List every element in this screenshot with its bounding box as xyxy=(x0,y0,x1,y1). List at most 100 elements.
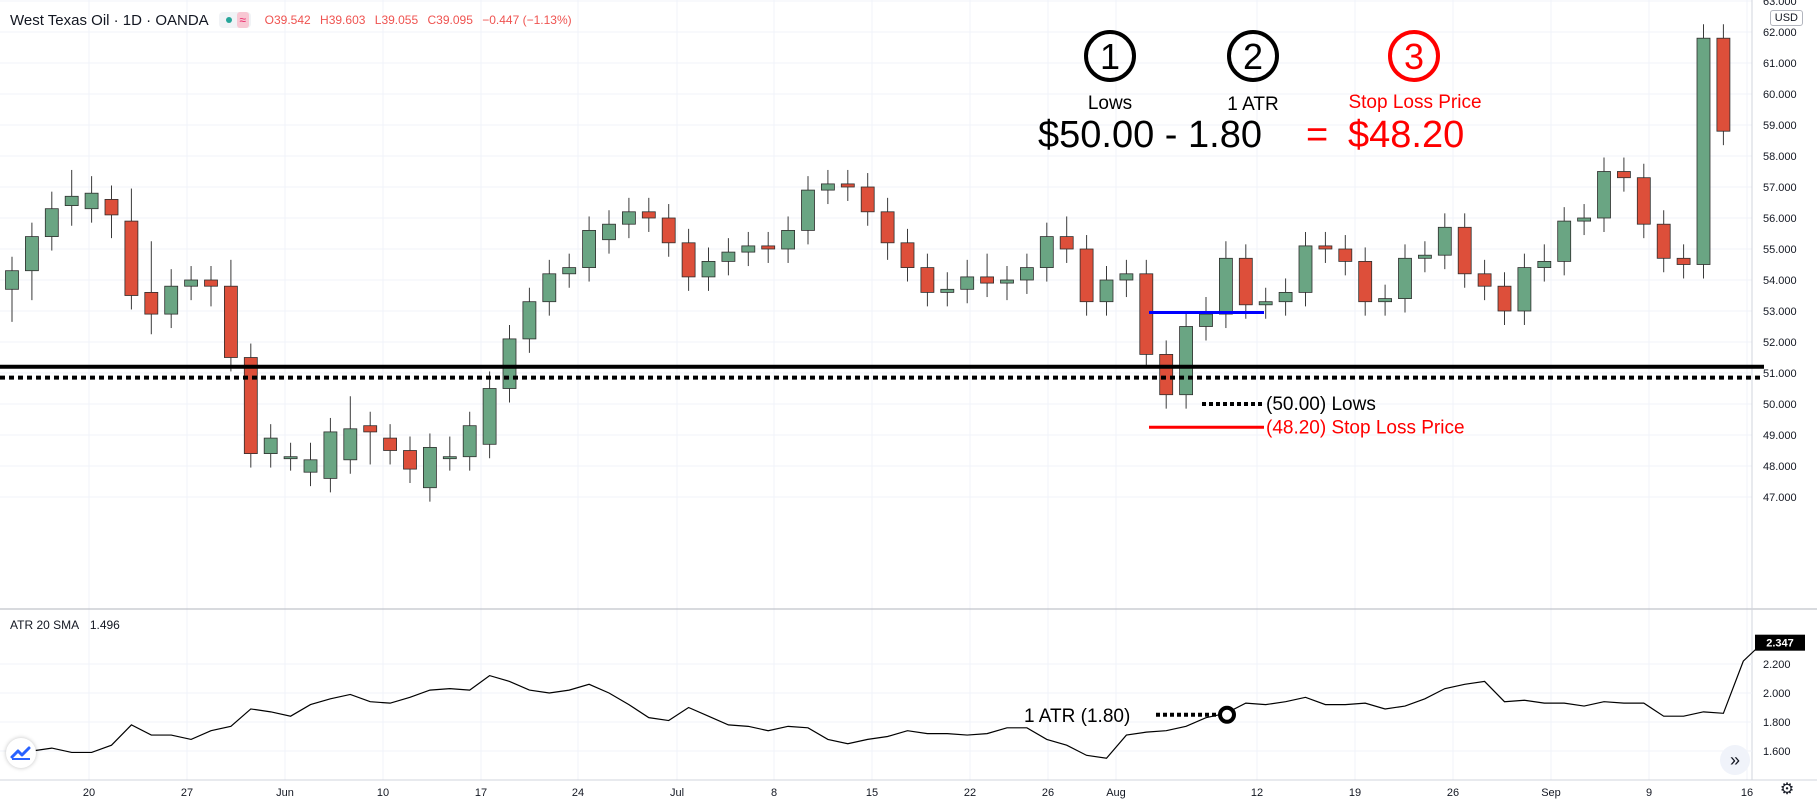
candle-body[interactable] xyxy=(1219,257,1233,315)
candle-body[interactable] xyxy=(980,276,994,284)
candle-body[interactable] xyxy=(1079,248,1094,303)
candle-body[interactable] xyxy=(323,431,338,479)
candle-body[interactable] xyxy=(1358,260,1373,303)
candle-body[interactable] xyxy=(1378,298,1392,303)
candle-body[interactable] xyxy=(1099,279,1114,303)
candle-body[interactable] xyxy=(1199,313,1213,327)
price-tick-label: 50.000 xyxy=(1763,399,1797,411)
candle-body[interactable] xyxy=(1696,37,1711,265)
candle-body[interactable] xyxy=(303,459,318,473)
candle-body[interactable] xyxy=(1418,254,1432,259)
candle-body[interactable] xyxy=(1457,226,1472,275)
candle-body[interactable] xyxy=(1437,226,1452,256)
candle-body[interactable] xyxy=(960,276,975,290)
atr-line[interactable] xyxy=(11,641,1764,759)
candle-body[interactable] xyxy=(801,189,815,231)
symbol-title[interactable]: West Texas Oil · 1D · OANDA xyxy=(10,11,209,29)
candle-body[interactable] xyxy=(761,245,776,250)
low-value: L39.055 xyxy=(374,13,419,27)
candle-body[interactable] xyxy=(502,338,517,389)
candle-body[interactable] xyxy=(1298,245,1313,293)
candle-body[interactable] xyxy=(124,220,139,296)
candle-body[interactable] xyxy=(104,198,119,216)
candle-body[interactable] xyxy=(542,273,557,303)
gear-icon[interactable]: ⚙ xyxy=(1779,781,1795,798)
candle-body[interactable] xyxy=(5,270,19,290)
candle-body[interactable] xyxy=(263,437,278,455)
atr-marker[interactable] xyxy=(1218,705,1236,724)
candle-body[interactable] xyxy=(223,285,238,358)
candle-body[interactable] xyxy=(1477,273,1492,287)
candle-body[interactable] xyxy=(1039,236,1054,269)
candle-body[interactable] xyxy=(781,229,795,250)
candle-body[interactable] xyxy=(1258,301,1273,306)
candle-body[interactable] xyxy=(243,357,258,454)
candle-body[interactable] xyxy=(1398,257,1412,299)
candle-body[interactable] xyxy=(482,388,497,445)
candle-body[interactable] xyxy=(741,245,756,253)
candle-body[interactable] xyxy=(1577,217,1591,222)
candle-body[interactable] xyxy=(522,301,537,340)
candle-body[interactable] xyxy=(900,242,915,269)
candle-body[interactable] xyxy=(661,217,676,244)
candle-body[interactable] xyxy=(283,456,298,460)
candle-body[interactable] xyxy=(880,211,895,244)
candle-body[interactable] xyxy=(44,208,59,237)
candle-body[interactable] xyxy=(363,425,378,433)
candle-body[interactable] xyxy=(64,195,79,207)
candle-body[interactable] xyxy=(1517,267,1532,312)
candle-body[interactable] xyxy=(681,242,696,278)
candle-body[interactable] xyxy=(343,428,358,461)
tradingview-logo-icon[interactable] xyxy=(6,738,36,768)
candle-body[interactable] xyxy=(1119,273,1134,281)
candle-body[interactable] xyxy=(1020,267,1034,281)
candle-body[interactable] xyxy=(184,279,199,287)
scroll-to-realtime-button[interactable]: » xyxy=(1720,745,1750,775)
candle-body[interactable] xyxy=(860,186,875,213)
candle-body[interactable] xyxy=(144,291,159,315)
candle-body[interactable] xyxy=(1537,260,1552,268)
candle-body[interactable] xyxy=(1000,279,1014,284)
candle-body[interactable] xyxy=(1617,171,1631,179)
candle-body[interactable] xyxy=(462,425,477,458)
candle-body[interactable] xyxy=(641,211,656,219)
candle-body[interactable] xyxy=(721,251,736,262)
candle-body[interactable] xyxy=(1179,326,1193,396)
candle-body[interactable] xyxy=(701,260,716,278)
candle-body[interactable] xyxy=(1557,220,1572,262)
candle-body[interactable] xyxy=(602,223,616,241)
candle-body[interactable] xyxy=(442,456,457,460)
candle-body[interactable] xyxy=(1139,273,1154,355)
candle-body[interactable] xyxy=(84,192,99,210)
candle-body[interactable] xyxy=(840,183,855,188)
candle-body[interactable] xyxy=(1059,236,1074,250)
candle-body[interactable] xyxy=(562,267,577,275)
candle-body[interactable] xyxy=(1318,245,1333,250)
candle-body[interactable] xyxy=(1636,177,1651,225)
candle-body[interactable] xyxy=(403,450,417,470)
candle-body[interactable] xyxy=(422,446,437,489)
candle-body[interactable] xyxy=(1238,257,1253,306)
wave-icon[interactable]: ≈ xyxy=(236,12,249,28)
candle-body[interactable] xyxy=(1338,248,1353,262)
candle-body[interactable] xyxy=(1716,37,1731,132)
candle-body[interactable] xyxy=(1159,353,1174,396)
candle-body[interactable] xyxy=(164,285,179,315)
candle-body[interactable] xyxy=(24,236,39,272)
candle-body[interactable] xyxy=(821,183,835,191)
candle-body[interactable] xyxy=(940,288,955,293)
candle-body[interactable] xyxy=(1497,285,1512,312)
candle-body[interactable] xyxy=(920,267,935,293)
candle-body[interactable] xyxy=(622,211,636,225)
candle-body[interactable] xyxy=(1278,291,1293,303)
candle-body[interactable] xyxy=(204,279,218,287)
candle-body[interactable] xyxy=(582,229,596,268)
indicator-name[interactable]: ATR 20 SMA xyxy=(10,618,79,632)
currency-button[interactable]: USD xyxy=(1769,10,1803,26)
candle-body[interactable] xyxy=(1597,171,1611,219)
candle-body[interactable] xyxy=(383,437,398,451)
high-value: H39.603 xyxy=(320,13,366,27)
candle-body[interactable] xyxy=(1676,257,1691,265)
candle-body[interactable] xyxy=(1656,223,1671,259)
